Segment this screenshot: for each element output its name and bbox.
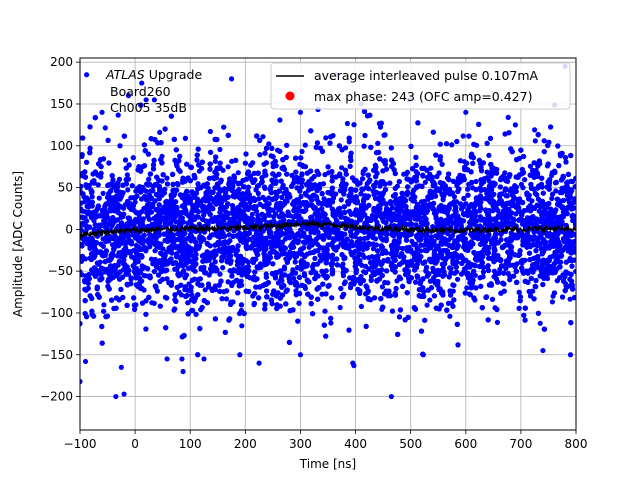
scatter-point — [220, 265, 226, 271]
scatter-point — [124, 172, 130, 178]
scatter-point — [89, 194, 95, 200]
scatter-point — [299, 148, 305, 155]
scatter-point — [80, 152, 85, 158]
scatter-point — [202, 287, 208, 293]
scatter-point — [460, 133, 466, 139]
scatter-point — [157, 129, 163, 135]
scatter-point — [370, 246, 377, 252]
scatter-point — [517, 294, 524, 300]
scatter-point — [339, 165, 345, 171]
scatter-point — [298, 184, 305, 190]
scatter-point — [360, 170, 366, 177]
scatter-point — [125, 187, 131, 193]
scatter-point — [235, 170, 241, 176]
scatter-point — [333, 191, 339, 197]
scatter-point — [532, 127, 538, 133]
scatter-point — [573, 268, 576, 275]
scatter-point — [400, 245, 406, 252]
scatter-point — [424, 302, 430, 308]
scatter-point — [341, 281, 347, 287]
scatter-point — [197, 326, 203, 332]
scatter-point — [291, 275, 297, 281]
scatter-point — [454, 269, 460, 275]
scatter-point — [312, 255, 318, 261]
scatter-point — [115, 112, 121, 118]
scatter-point — [239, 323, 245, 329]
scatter-series — [80, 63, 576, 400]
scatter-point — [101, 302, 107, 308]
scatter-point — [207, 128, 213, 135]
scatter-point — [289, 172, 295, 178]
scatter-point — [212, 158, 218, 164]
scatter-point — [229, 158, 235, 164]
scatter-point — [358, 303, 364, 310]
scatter-point — [249, 211, 255, 217]
scatter-point — [394, 278, 400, 284]
scatter-point — [455, 276, 461, 282]
scatter-point — [494, 319, 500, 325]
scatter-point — [473, 178, 479, 185]
scatter-point — [486, 152, 492, 158]
scatter-point — [164, 175, 170, 181]
scatter-point — [260, 134, 266, 140]
scatter-point — [447, 313, 453, 319]
scatter-point — [348, 239, 355, 245]
scatter-point — [532, 138, 538, 144]
scatter-point — [422, 179, 428, 185]
scatter-point — [323, 135, 329, 141]
scatter-point — [277, 117, 283, 123]
scatter-point — [379, 284, 385, 290]
scatter-point — [553, 188, 559, 194]
scatter-point — [96, 195, 102, 201]
scatter-point — [535, 196, 542, 202]
scatter-point — [464, 285, 470, 291]
scatter-point — [322, 172, 328, 178]
scatter-point — [100, 190, 106, 196]
scatter-point — [225, 164, 231, 170]
scatter-point — [344, 120, 350, 127]
scatter-point — [527, 163, 534, 169]
scatter-point — [337, 304, 343, 311]
scatter-point — [217, 146, 223, 153]
scatter-point — [338, 197, 344, 203]
scatter-point — [567, 296, 573, 302]
scatter-point — [302, 190, 308, 196]
scatter-point — [282, 236, 288, 242]
scatter-point — [223, 296, 230, 302]
scatter-point — [505, 114, 511, 120]
scatter-point — [245, 259, 251, 265]
scatter-point — [302, 142, 308, 148]
scatter-point — [537, 320, 543, 326]
scatter-point — [549, 299, 556, 305]
scatter-point — [328, 320, 334, 326]
scatter-point — [102, 125, 108, 131]
scatter-point — [427, 297, 433, 303]
scatter-point — [549, 195, 555, 202]
